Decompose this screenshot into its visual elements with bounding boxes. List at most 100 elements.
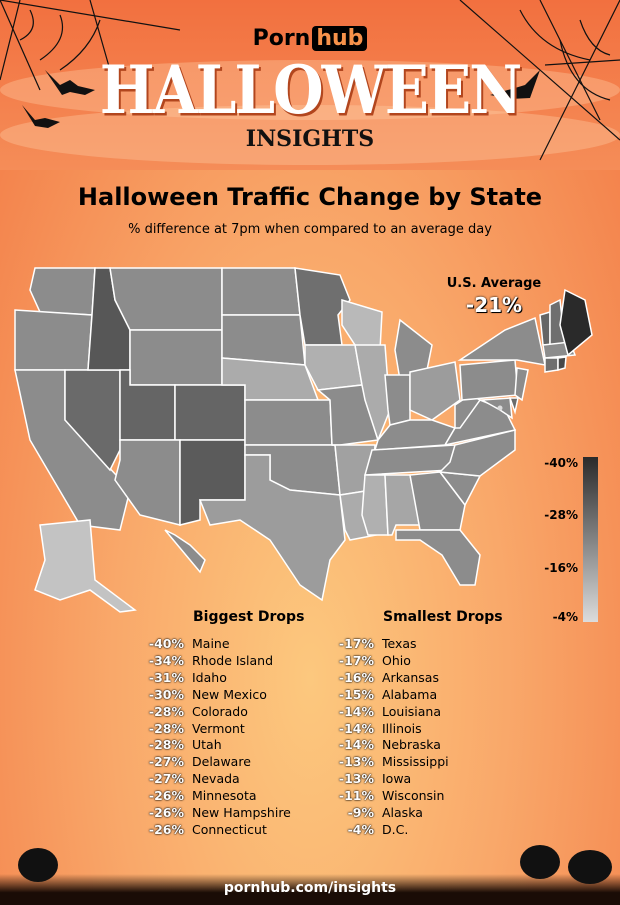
list-item: -16% Arkansas (326, 670, 449, 687)
list-item: -13% Mississippi (326, 754, 449, 771)
drop-percent: -14% (338, 737, 374, 753)
list-item: -27% Delaware (136, 754, 291, 771)
drop-percent: -15% (338, 686, 374, 702)
halloween-title: HALLOWEEN (99, 50, 522, 130)
state-wi (341, 298, 383, 351)
list-item: -26% Minnesota (136, 788, 291, 805)
drop-percent: -27% (148, 771, 184, 787)
list-item: -17% Texas (326, 636, 449, 653)
bat-icon (22, 70, 540, 128)
us-average-label: U.S. Average (446, 276, 542, 291)
state-sd (221, 314, 306, 366)
us-choropleth-map (14, 267, 593, 613)
state-name: New Hampshire (192, 805, 291, 821)
drop-percent: -31% (148, 669, 184, 685)
list-item: -31% Idaho (136, 670, 291, 687)
state-de (508, 397, 519, 415)
legend-label: -40% (544, 456, 578, 470)
drop-percent: -9% (347, 805, 374, 821)
list-item: -11% Wisconsin (326, 788, 449, 805)
state-ct (544, 357, 559, 373)
list-item: -27% Nevada (136, 771, 291, 788)
state-name: Connecticut (192, 821, 267, 837)
state-pa (459, 359, 519, 401)
state-name: Alaska (382, 805, 423, 821)
page-subtitle: % difference at 7pm when compared to an … (128, 222, 492, 237)
drop-percent: -28% (148, 703, 184, 719)
drop-percent: -13% (338, 771, 374, 787)
list-item: -15% Alabama (326, 687, 449, 704)
state-ri (557, 356, 567, 371)
footer-url[interactable]: pornhub.com/insights (223, 880, 397, 896)
state-name: Vermont (192, 720, 245, 736)
drop-percent: -30% (148, 686, 184, 702)
pumpkin-icon (520, 845, 560, 879)
drop-percent: -40% (148, 636, 184, 651)
state-wy (129, 329, 223, 386)
legend-label: -4% (552, 610, 578, 624)
list-item: -14% Louisiana (326, 704, 449, 721)
drop-percent: -17% (338, 636, 374, 651)
list-item: -26% New Hampshire (136, 805, 291, 822)
state-name: Colorado (192, 703, 248, 719)
brand-logo: Porn hub (0, 26, 620, 51)
us-average-value: -21% (465, 293, 523, 317)
state-name: New Mexico (192, 686, 267, 702)
state-oh (409, 361, 461, 421)
drop-percent: -26% (148, 805, 184, 821)
drop-percent: -17% (338, 652, 374, 668)
drop-percent: -16% (338, 669, 374, 685)
state-name: Illinois (382, 720, 422, 736)
pumpkin-icon (18, 848, 58, 882)
drop-percent: -4% (347, 821, 374, 837)
list-item: -26% Connecticut (136, 822, 291, 839)
list-item: -14% Nebraska (326, 737, 449, 754)
state-mn (294, 267, 351, 346)
list-item: -28% Vermont (136, 721, 291, 738)
state-name: Delaware (192, 754, 251, 770)
list-item: -9% Alaska (326, 805, 449, 822)
legend-color-scale (583, 457, 598, 622)
state-ms (361, 474, 389, 536)
state-or (14, 309, 93, 371)
biggest-drops-list: -40% Maine -34% Rhode Island -31% Idaho -30% Ne… (136, 636, 291, 839)
biggest-drops-heading: Biggest Drops (193, 609, 305, 625)
state-md (479, 397, 513, 420)
state-ks (244, 399, 333, 446)
spiderweb-bats-decoration (0, 0, 620, 161)
state-name: Minnesota (192, 788, 257, 804)
state-name: Texas (382, 636, 417, 651)
state-name: Utah (192, 737, 222, 753)
state-name: Nebraska (382, 737, 441, 753)
smallest-drops-heading: Smallest Drops (383, 609, 503, 625)
pumpkin-icon (568, 850, 612, 884)
state-name: Rhode Island (192, 652, 274, 668)
state-name: Wisconsin (382, 788, 445, 804)
list-item: -28% Utah (136, 737, 291, 754)
drop-percent: -13% (338, 754, 374, 770)
drop-percent: -27% (148, 754, 184, 770)
page-title: Halloween Traffic Change by State (77, 183, 543, 211)
list-item: -30% New Mexico (136, 687, 291, 704)
footer-bar (0, 874, 620, 905)
logo-hub: hub (312, 26, 368, 51)
insights-subtitle: INSIGHTS (245, 126, 375, 152)
smallest-drops-list: -17% Texas -17% Ohio -16% Arkansas -15% Alabama… (326, 636, 449, 839)
list-item: -28% Colorado (136, 704, 291, 721)
list-item: -4% D.C. (326, 822, 449, 839)
state-ia (304, 344, 363, 391)
state-ny (457, 316, 546, 366)
us-average: U.S. Average -21% (430, 276, 558, 317)
state-name: Ohio (382, 652, 411, 668)
legend-label: -28% (544, 508, 578, 522)
state-wa (29, 267, 96, 316)
decorative-wave (0, 105, 620, 165)
spiderweb-icon (0, 0, 620, 161)
state-me (559, 288, 593, 357)
state-name: Louisiana (382, 703, 442, 719)
logo-porn: Porn (252, 26, 311, 51)
drop-percent: -28% (148, 737, 184, 753)
state-hi (164, 529, 206, 574)
state-name: Iowa (382, 771, 412, 787)
drop-percent: -26% (148, 788, 184, 804)
